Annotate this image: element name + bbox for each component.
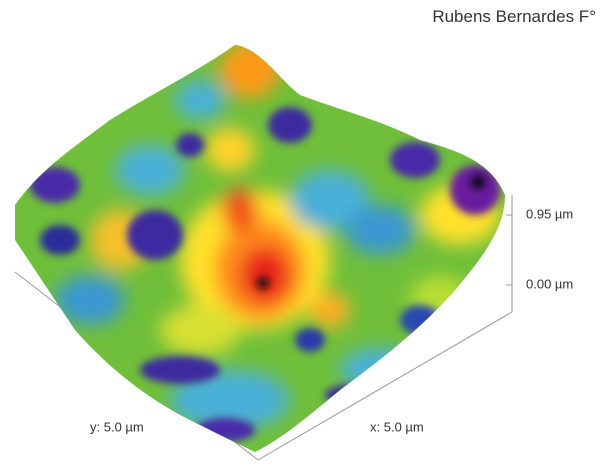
author-label: Rubens Bernardes F°	[432, 7, 596, 26]
y-axis-label: y: 5.0 µm	[90, 419, 144, 434]
afm-surface-plot: Rubens Bernardes F° 0.95 µm 0.00 µm y: 5…	[0, 0, 605, 465]
z-min-label: 0.00 µm	[526, 276, 573, 291]
surface	[0, 30, 520, 460]
x-axis-label: x: 5.0 µm	[370, 419, 424, 434]
figure: Rubens Bernardes F° 0.95 µm 0.00 µm y: 5…	[0, 0, 605, 465]
z-max-label: 0.95 µm	[526, 206, 573, 221]
